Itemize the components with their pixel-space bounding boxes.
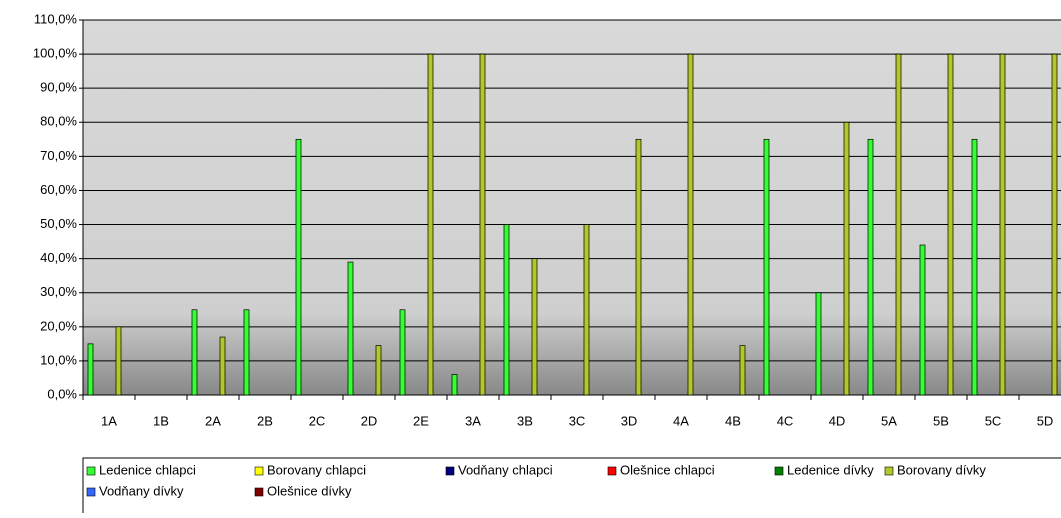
legend-box — [82, 457, 1061, 518]
y-tick-label: 70,0% — [40, 148, 77, 163]
y-tick-label: 20,0% — [40, 318, 77, 333]
legend-swatch — [445, 466, 455, 476]
legend-swatch — [607, 466, 617, 476]
x-tick-label: 4C — [777, 413, 794, 428]
bar — [295, 138, 302, 396]
x-tick-label: 5A — [881, 413, 897, 428]
legend-label: Olešnice chlapci — [620, 462, 715, 477]
y-tick-label: 80,0% — [40, 114, 77, 129]
legend-label: Olešnice dívky — [267, 483, 352, 498]
legend-label: Ledenice chlapci — [99, 462, 196, 477]
y-tick-label: 10,0% — [40, 352, 77, 367]
y-tick-label: 100,0% — [33, 46, 78, 61]
legend-swatch — [254, 466, 264, 476]
bar — [375, 345, 382, 396]
legend-label: Vodňany chlapci — [458, 462, 553, 477]
bar — [451, 374, 458, 396]
bar — [687, 53, 694, 396]
y-tick-label: 30,0% — [40, 284, 77, 299]
legend-label: Borovany chlapci — [267, 462, 366, 477]
x-tick-label: 5B — [933, 413, 949, 428]
bar — [843, 121, 850, 396]
bar — [763, 138, 770, 396]
legend-label: Borovany dívky — [897, 462, 986, 477]
bar — [191, 309, 198, 396]
x-tick-label: 2C — [309, 413, 326, 428]
x-tick-label: 2E — [413, 413, 429, 428]
legend-swatch — [884, 466, 894, 476]
bar — [347, 261, 354, 396]
bar — [919, 244, 926, 396]
legend-swatch — [254, 487, 264, 497]
bar — [583, 224, 590, 396]
bar — [243, 309, 250, 396]
bar — [815, 292, 822, 396]
bar — [115, 326, 122, 396]
bar — [531, 258, 538, 396]
bar — [87, 343, 94, 396]
legend-swatch — [774, 466, 784, 476]
x-tick-label: 1B — [153, 413, 169, 428]
plot-area — [83, 20, 1061, 395]
x-tick-label: 3C — [569, 413, 586, 428]
bar — [947, 53, 954, 396]
x-tick-label: 3B — [517, 413, 533, 428]
x-tick-label: 5C — [985, 413, 1002, 428]
legend-swatch — [86, 466, 96, 476]
y-tick-label: 50,0% — [40, 216, 77, 231]
bar — [503, 224, 510, 396]
y-tick-label: 40,0% — [40, 250, 77, 265]
x-tick-label: 3A — [465, 413, 481, 428]
y-tick-label: 110,0% — [34, 11, 78, 26]
y-tick-label: 90,0% — [40, 80, 77, 95]
bar — [219, 336, 226, 396]
x-tick-label: 5D — [1037, 413, 1054, 428]
y-tick-label: 60,0% — [40, 182, 77, 197]
x-tick-label: 1A — [101, 413, 117, 428]
bar — [999, 53, 1006, 396]
x-tick-label: 4B — [725, 413, 741, 428]
legend-swatch — [86, 487, 96, 497]
y-tick-label: 0,0% — [47, 386, 77, 401]
bar — [635, 138, 642, 396]
x-tick-label: 4D — [829, 413, 846, 428]
legend-label: Ledenice dívky — [787, 462, 874, 477]
bar — [739, 345, 746, 396]
bar — [895, 53, 902, 396]
x-tick-label: 2D — [361, 413, 378, 428]
bar — [867, 138, 874, 396]
x-tick-label: 3D — [621, 413, 638, 428]
x-tick-label: 4A — [673, 413, 689, 428]
bar — [399, 309, 406, 396]
x-tick-label: 2A — [205, 413, 221, 428]
x-tick-label: 2B — [257, 413, 273, 428]
bar — [971, 138, 978, 396]
bar — [1051, 53, 1058, 396]
bar — [427, 53, 434, 396]
legend-label: Vodňany dívky — [99, 483, 184, 498]
bar — [479, 53, 486, 396]
